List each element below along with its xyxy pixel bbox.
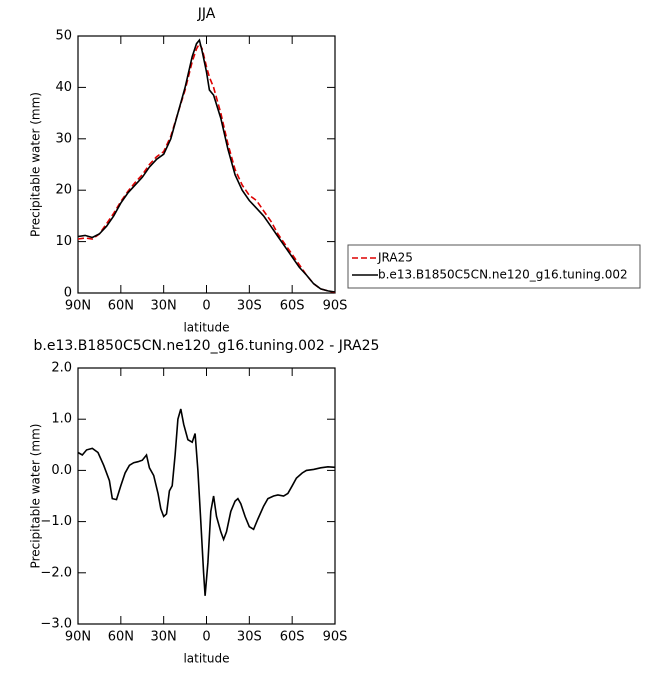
legend-box — [347, 244, 641, 289]
x-tick-label: 60S — [280, 299, 305, 314]
y-tick-label: −3.0 — [40, 617, 72, 632]
x-tick-label: 90S — [323, 630, 348, 645]
y-tick-label: 10 — [55, 234, 72, 249]
y-tick-label: 0 — [64, 286, 72, 301]
y-tick-label: 30 — [55, 131, 72, 146]
data-line — [77, 408, 336, 596]
y-tick-label: 1.0 — [51, 412, 72, 427]
x-tick-label: 0 — [202, 630, 210, 645]
y-axis-label: Precipitable water (mm) — [29, 92, 43, 237]
x-tick-label: 60N — [108, 299, 134, 314]
x-tick-label: 0 — [202, 299, 210, 314]
data-line — [77, 42, 336, 294]
y-tick-label: 50 — [55, 29, 72, 44]
data-line — [77, 38, 336, 293]
y-tick-label: 20 — [55, 183, 72, 198]
y-tick-label: 2.0 — [51, 361, 72, 376]
legend-label: JRA25 — [377, 251, 413, 265]
legend-label: b.e13.B1850C5CN.ne120_g16.tuning.002 — [378, 268, 628, 282]
x-tick-label: 90N — [65, 299, 91, 314]
x-axis-label: latitude — [183, 652, 229, 666]
x-tick-label: 90S — [323, 299, 348, 314]
x-tick-label: 60N — [108, 630, 134, 645]
x-tick-label: 30S — [237, 630, 262, 645]
x-tick-label: 30S — [237, 299, 262, 314]
y-axis-label: Precipitable water (mm) — [29, 424, 43, 569]
x-tick-label: 60S — [280, 630, 305, 645]
chart-title: b.e13.B1850C5CN.ne120_g16.tuning.002 - J… — [34, 338, 380, 354]
x-tick-label: 90N — [65, 630, 91, 645]
y-tick-label: 0.0 — [51, 463, 72, 478]
y-tick-label: −1.0 — [40, 514, 72, 529]
x-tick-label: 30N — [151, 630, 177, 645]
chart-title: JJA — [197, 6, 216, 22]
x-axis-label: latitude — [183, 321, 229, 335]
y-tick-label: 40 — [55, 80, 72, 95]
x-tick-label: 30N — [151, 299, 177, 314]
y-tick-label: −2.0 — [40, 565, 72, 580]
